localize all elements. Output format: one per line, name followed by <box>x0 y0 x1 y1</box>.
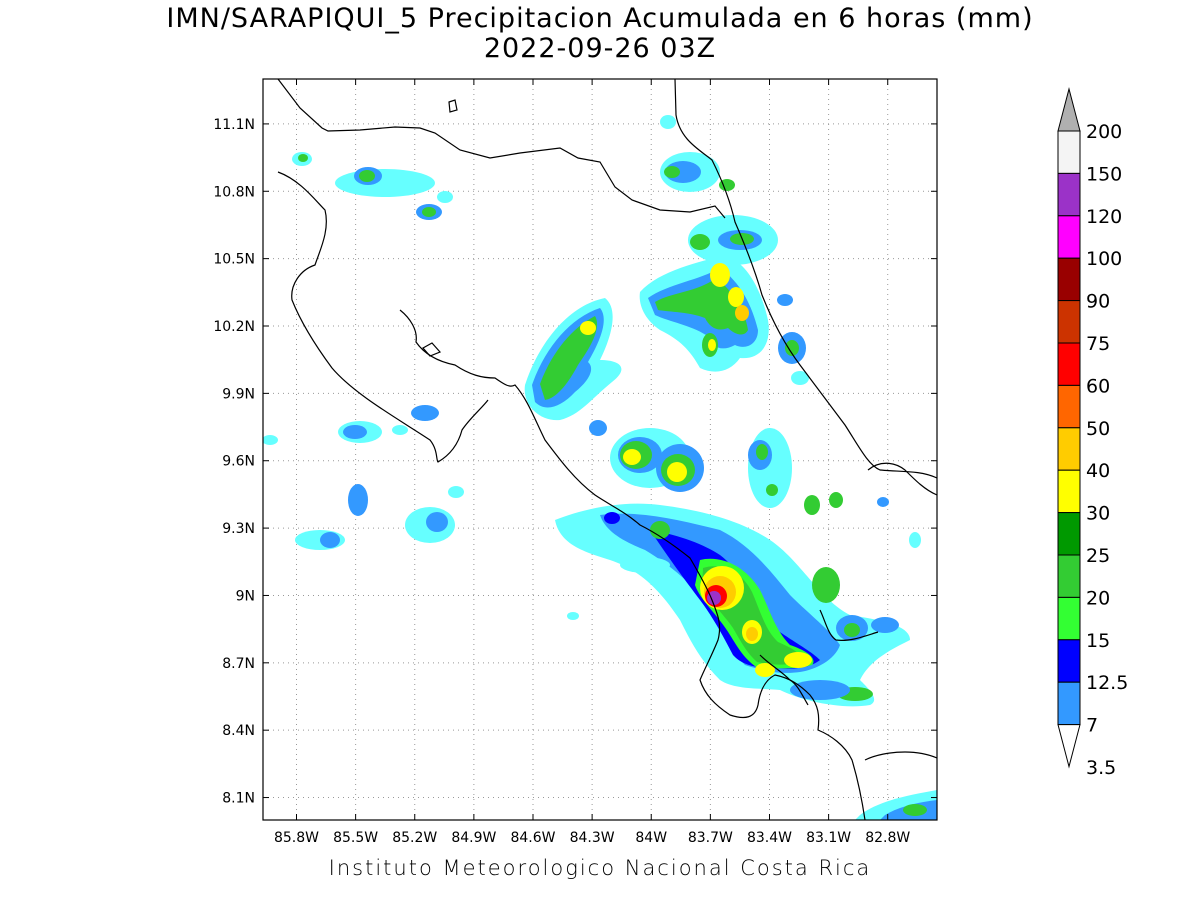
y-tick-label: 9N <box>236 588 255 604</box>
coastlines-borders <box>277 79 937 820</box>
axis-ticks <box>263 79 937 820</box>
y-tick-label: 8.7N <box>222 656 255 672</box>
precip-cells-pacific-offshore <box>263 405 670 620</box>
colorbar-bottom-arrow <box>1057 724 1081 769</box>
colorbar-label: 120 <box>1086 206 1122 228</box>
colorbar-box <box>1057 639 1081 683</box>
colorbar: 200 150 120 100 90 75 60 50 40 30 25 20 15 12.5 7 3.5 <box>1057 87 1128 779</box>
san-lucas-island <box>422 342 442 357</box>
colorbar-box <box>1057 384 1081 429</box>
x-tick-label: 83.1W <box>806 830 851 846</box>
x-tick-label: 84.3W <box>570 830 615 846</box>
colorbar-box <box>1057 427 1081 471</box>
panama-north-coast <box>867 462 937 496</box>
colorbar-box <box>1057 469 1081 514</box>
colorbar-label: 20 <box>1086 587 1110 609</box>
colorbar-box <box>1057 215 1081 259</box>
colorbar-box <box>1057 342 1081 386</box>
y-tick-label: 8.4N <box>222 723 255 739</box>
colorbar-label: 50 <box>1086 418 1110 440</box>
y-axis-tick-labels: 11.1N 10.8N 10.5N 10.2N 9.9N 9.6N 9.3N 9N 8.7N 8.… <box>213 117 255 807</box>
colorbar-box <box>1057 300 1081 344</box>
precip-cell-guanacaste-north <box>335 167 453 220</box>
precip-cell-caribbean-north <box>660 115 778 265</box>
y-tick-label: 11.1N <box>213 117 255 133</box>
y-tick-label: 9.6N <box>222 454 255 470</box>
map-title: IMN/SARAPIQUI_5 Precipitacion Acumulada … <box>166 3 1034 34</box>
y-tick-label: 10.5N <box>213 252 255 268</box>
nicoya-gulf <box>399 309 866 820</box>
colorbar-label: 12.5 <box>1086 672 1128 694</box>
colorbar-label: 15 <box>1086 630 1110 652</box>
colorbar-label: 60 <box>1086 375 1110 397</box>
x-axis-tick-labels: 85.8W 85.5W 85.2W 84.9W 84.6W 84.3W 84W 83.7W 83… <box>274 830 910 846</box>
colorbar-box <box>1057 172 1081 217</box>
colorbar-label: 40 <box>1086 460 1110 482</box>
y-tick-label: 10.2N <box>213 319 255 335</box>
y-tick-label: 9.3N <box>222 521 255 537</box>
y-tick-label: 10.8N <box>213 184 255 200</box>
colorbar-label: 30 <box>1086 503 1110 525</box>
colorbar-box <box>1057 512 1081 556</box>
y-tick-label: 8.1N <box>222 791 255 807</box>
x-tick-label: 85.8W <box>274 830 319 846</box>
precip-band-tortuguero <box>639 255 809 385</box>
colorbar-label: 7 <box>1086 715 1098 737</box>
map-subtitle-datetime: 2022-09-26 03Z <box>483 33 717 64</box>
colorbar-top-arrow <box>1057 87 1081 132</box>
x-tick-label: 85.2W <box>392 830 437 846</box>
x-tick-label: 83.4W <box>747 830 792 846</box>
colorbar-label: 75 <box>1086 333 1110 355</box>
map-frame <box>262 78 938 821</box>
colorbar-label: 100 <box>1086 248 1122 270</box>
x-tick-label: 84.6W <box>510 830 555 846</box>
precip-band-pacific-south <box>555 492 921 707</box>
x-tick-label: 84W <box>635 830 667 846</box>
pacific-coast-north <box>277 171 489 463</box>
lake-islet <box>448 99 458 113</box>
x-tick-label: 82.8W <box>865 830 910 846</box>
colorbar-label: 3.5 <box>1086 757 1116 779</box>
panama-south-coast <box>864 751 937 761</box>
footer-credit: Instituto Meteorologico Nacional Costa R… <box>328 856 872 880</box>
colorbar-label: 150 <box>1086 163 1122 185</box>
colorbar-box <box>1057 596 1081 641</box>
colorbar-box <box>1057 554 1081 598</box>
precip-band-central-valley <box>524 298 792 508</box>
colorbar-label: 90 <box>1086 291 1110 313</box>
precip-cell-panama-southeast <box>855 790 937 820</box>
colorbar-box <box>1057 257 1081 302</box>
costa-rica-panama-border <box>759 609 879 706</box>
colorbar-box <box>1057 681 1081 726</box>
colorbar-label: 200 <box>1086 121 1122 143</box>
x-tick-label: 85.5W <box>333 830 378 846</box>
colorbar-box <box>1057 130 1081 174</box>
colorbar-label: 25 <box>1086 545 1110 567</box>
y-tick-label: 9.9N <box>222 386 255 402</box>
caribbean-coast <box>674 79 937 479</box>
x-tick-label: 84.9W <box>451 830 496 846</box>
x-tick-label: 83.7W <box>688 830 733 846</box>
precip-cell-northwest <box>292 152 312 166</box>
nicaragua-costa-rica-border <box>277 79 726 219</box>
precipitation-field <box>263 115 937 820</box>
